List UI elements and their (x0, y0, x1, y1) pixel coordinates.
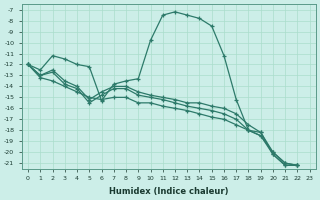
X-axis label: Humidex (Indice chaleur): Humidex (Indice chaleur) (109, 187, 228, 196)
